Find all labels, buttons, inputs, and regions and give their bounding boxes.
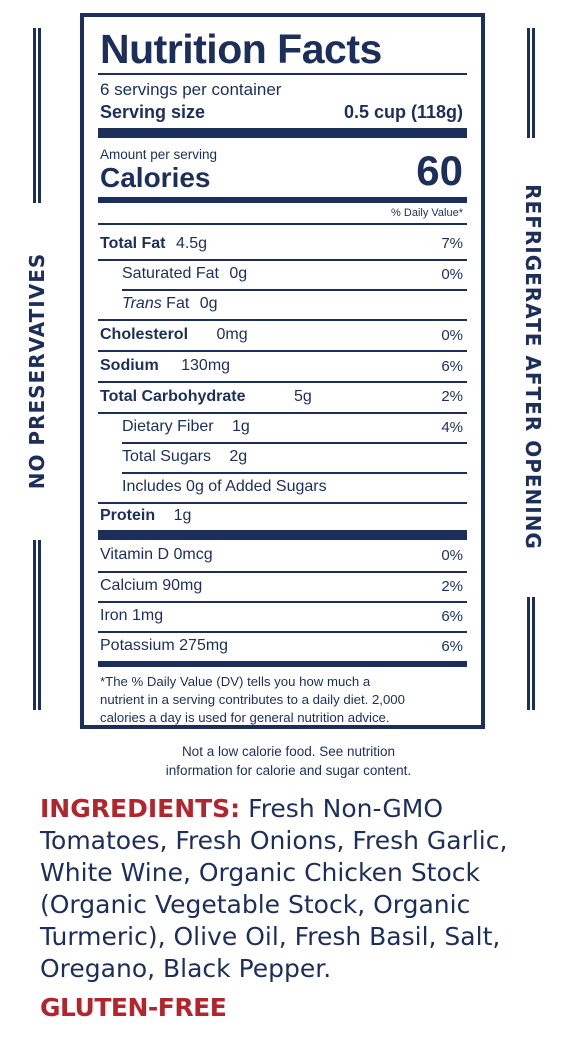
nutrient-amount: 0mg [216,326,248,343]
vitamin-row-potassium: Potassium 275mg [100,637,229,654]
nutrient-dv: 0% [441,266,463,283]
ingredients-heading: INGREDIENTS: [40,794,241,823]
no-preservatives-text: NO PRESERVATIVES [25,252,49,490]
nutrient-name: Sodium [100,357,159,374]
nutrient-name: Protein [100,507,156,524]
nutrient-row-total-fat: Total Fat 4.5g [100,236,207,252]
calories-value: 60 [416,147,463,194]
divider [98,502,467,504]
nutrient-amount: 1g [232,418,250,435]
divider [122,472,467,474]
nutrient-name: Total Carbohydrate [100,388,246,405]
nutrient-name: Total Fat [100,235,166,252]
nutrient-row-sodium: Sodium 130mg [100,358,230,374]
right-bottom-double-line [527,597,535,710]
vitamin-dv: 2% [441,578,463,595]
nutrient-row-added-sugars: Includes 0g of Added Sugars [122,478,327,495]
nutrient-dv: 2% [441,388,463,405]
divider [122,289,467,291]
nutrient-row-trans-fat: Trans Fat 0g [122,296,218,312]
nutrient-name: Total Sugars [122,448,211,465]
medium-divider [98,197,467,203]
nutrition-facts-title: Nutrition Facts [100,26,382,72]
footnote-line: *The % Daily Value (DV) tells you how mu… [100,674,371,689]
divider [98,259,467,261]
nutrient-dv: 7% [441,235,463,252]
divider [98,223,467,225]
nutrition-facts-label: Nutrition Facts 6 servings per container… [80,13,485,729]
nutrient-name: Saturated Fat [122,265,219,282]
left-bottom-double-line [33,540,41,710]
serving-size-value: 0.5 cup (118g) [343,102,463,122]
divider [98,601,467,603]
nutrient-row-cholesterol: Cholesterol 0mg [100,327,248,343]
vitamin-row-vitamin-d: Vitamin D 0mcg [100,546,213,563]
divider [98,381,467,383]
nutrient-name: Dietary Fiber [122,418,214,435]
note-line: information for calorie and sugar conten… [165,763,412,778]
nutrient-amount: 2g [229,448,248,465]
nutrient-amount: 5g [293,388,312,405]
nutrient-amount: 1g [173,507,192,524]
nutrient-amount: 130mg [181,357,231,374]
nutrient-dv: 0% [441,327,463,344]
low-calorie-note: Not a low calorie food. See nutrition in… [0,742,577,780]
nutrient-dv: 6% [441,358,463,375]
vitamin-row-calcium: Calcium 90mg [100,577,203,594]
divider [98,73,467,75]
nutrient-row-dietary-fiber: Dietary Fiber 1g [122,419,250,435]
thick-divider [98,530,467,540]
daily-value-header: % Daily Value* [391,207,463,219]
nutrient-name: Fat [166,295,190,312]
note-line: Not a low calorie food. See nutrition [181,744,396,759]
refrigerate-after-opening-text: REFRIGERATE AFTER OPENING [521,184,545,550]
divider [98,319,467,321]
nutrient-dv: 4% [441,419,463,436]
nutrient-amount: 0g [229,265,248,282]
gluten-free-label: GLUTEN-FREE [40,993,227,1022]
vitamin-row-iron: Iron 1mg [100,607,164,624]
nutrient-name-italic: Trans [122,295,162,312]
nutrient-amount: 0g [199,295,218,312]
servings-per-container: 6 servings per container [100,80,282,99]
footnote-line: calories a day is used for general nutri… [100,710,390,725]
divider [98,350,467,352]
right-top-double-line [527,28,535,138]
vitamin-dv: 6% [441,638,463,655]
divider [98,412,467,414]
nutrient-name: Cholesterol [100,326,189,343]
nutrient-row-saturated-fat: Saturated Fat 0g [122,266,247,282]
ingredients-text: Fresh Non-GMO Tomatoes, Fresh Onions, Fr… [40,794,508,983]
nutrient-row-protein: Protein 1g [100,508,191,524]
nutrient-row-total-sugars: Total Sugars 2g [122,449,247,465]
vitamin-dv: 0% [441,547,463,564]
divider [98,631,467,633]
vitamin-dv: 6% [441,608,463,625]
medium-divider [98,661,467,667]
daily-value-footnote: *The % Daily Value (DV) tells you how mu… [100,673,405,727]
divider [98,571,467,573]
amount-per-serving: Amount per serving [100,147,218,162]
nutrient-row-total-carbohydrate: Total Carbohydrate 5g [100,389,312,405]
ingredients-paragraph: INGREDIENTS: Fresh Non-GMO Tomatoes, Fre… [40,793,560,985]
calories-label: Calories [100,162,211,193]
divider [122,442,467,444]
left-top-double-line [33,28,41,203]
serving-size-label: Serving size [100,102,206,122]
nutrient-amount: 4.5g [175,235,208,252]
footnote-line: nutrient in a serving contributes to a d… [100,692,405,707]
thick-divider [98,128,467,138]
